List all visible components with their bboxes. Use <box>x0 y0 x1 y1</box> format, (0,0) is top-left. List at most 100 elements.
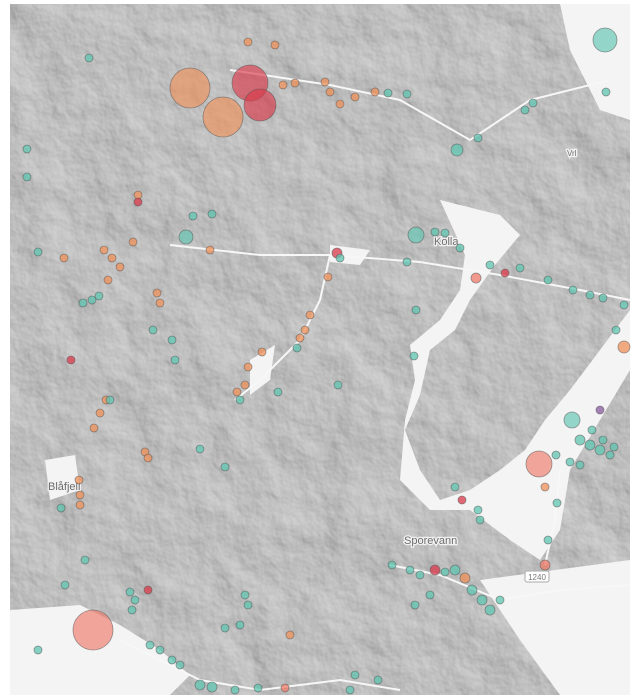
map-marker[interactable] <box>171 356 179 364</box>
map-marker[interactable] <box>203 97 243 137</box>
map-marker[interactable] <box>606 451 614 459</box>
map-marker[interactable] <box>467 585 477 595</box>
map-marker[interactable] <box>291 79 299 87</box>
map-marker[interactable] <box>207 682 217 692</box>
map-marker[interactable] <box>596 406 604 414</box>
map-marker[interactable] <box>134 198 142 206</box>
map-marker[interactable] <box>588 426 596 434</box>
map-marker[interactable] <box>106 396 114 404</box>
map-marker[interactable] <box>474 506 482 514</box>
map-marker[interactable] <box>408 227 424 243</box>
map-marker[interactable] <box>321 78 329 86</box>
map-marker[interactable] <box>179 230 193 244</box>
map-marker[interactable] <box>384 89 392 97</box>
map-marker[interactable] <box>346 686 354 694</box>
map-marker[interactable] <box>426 591 434 599</box>
map-marker[interactable] <box>196 445 204 453</box>
map-marker[interactable] <box>526 451 552 477</box>
map-marker[interactable] <box>156 646 164 654</box>
map-marker[interactable] <box>258 348 266 356</box>
map-marker[interactable] <box>403 90 411 98</box>
map-marker[interactable] <box>90 424 98 432</box>
map-marker[interactable] <box>75 476 83 484</box>
map-marker[interactable] <box>144 454 152 462</box>
map-marker[interactable] <box>144 586 152 594</box>
map-marker[interactable] <box>104 276 112 284</box>
map-marker[interactable] <box>281 684 289 692</box>
map-marker[interactable] <box>168 656 176 664</box>
map-marker[interactable] <box>79 299 87 307</box>
map-marker[interactable] <box>566 458 574 466</box>
map-marker[interactable] <box>76 501 84 509</box>
map-marker[interactable] <box>431 228 439 236</box>
map-marker[interactable] <box>60 254 68 262</box>
map-marker[interactable] <box>460 573 470 583</box>
map-marker[interactable] <box>208 210 216 218</box>
map-marker[interactable] <box>73 610 113 650</box>
map-marker[interactable] <box>128 606 136 614</box>
map-marker[interactable] <box>585 440 595 450</box>
map-marker[interactable] <box>221 463 229 471</box>
map-marker[interactable] <box>293 344 301 352</box>
map-marker[interactable] <box>146 641 154 649</box>
map-marker[interactable] <box>274 388 282 396</box>
map-marker[interactable] <box>374 676 382 684</box>
map-marker[interactable] <box>67 356 75 364</box>
map-marker[interactable] <box>189 212 197 220</box>
map-marker[interactable] <box>595 445 605 455</box>
map-marker[interactable] <box>456 244 464 252</box>
map-marker[interactable] <box>544 276 552 284</box>
map-marker[interactable] <box>170 68 210 108</box>
map-marker[interactable] <box>411 601 419 609</box>
map-marker[interactable] <box>496 596 504 604</box>
map-marker[interactable] <box>593 28 617 52</box>
map-marker[interactable] <box>244 89 276 121</box>
map-marker[interactable] <box>450 565 460 575</box>
map-marker[interactable] <box>451 144 463 156</box>
map-marker[interactable] <box>569 286 577 294</box>
map-marker[interactable] <box>620 301 628 309</box>
map-marker[interactable] <box>599 436 607 444</box>
map-marker[interactable] <box>85 54 93 62</box>
map-marker[interactable] <box>244 601 252 609</box>
map-marker[interactable] <box>95 292 103 300</box>
map-marker[interactable] <box>618 341 630 353</box>
map-marker[interactable] <box>529 99 537 107</box>
map-marker[interactable] <box>612 326 620 334</box>
map-marker[interactable] <box>412 306 420 314</box>
map-marker[interactable] <box>96 409 104 417</box>
map-marker[interactable] <box>336 254 344 262</box>
map-marker[interactable] <box>521 106 529 114</box>
map-marker[interactable] <box>602 88 610 96</box>
map-marker[interactable] <box>156 299 164 307</box>
map-marker[interactable] <box>474 134 482 142</box>
map-marker[interactable] <box>351 671 359 679</box>
map-marker[interactable] <box>168 336 176 344</box>
map-marker[interactable] <box>241 381 249 389</box>
map-marker[interactable] <box>306 311 314 319</box>
map-marker[interactable] <box>406 566 414 574</box>
map-marker[interactable] <box>195 680 205 690</box>
map-marker[interactable] <box>403 258 411 266</box>
map-marker[interactable] <box>236 396 244 404</box>
map-marker[interactable] <box>324 273 332 281</box>
map-marker[interactable] <box>34 646 42 654</box>
map-marker[interactable] <box>57 504 65 512</box>
map-marker[interactable] <box>476 516 484 524</box>
map-marker[interactable] <box>388 561 396 569</box>
map-marker[interactable] <box>485 605 495 615</box>
map-marker[interactable] <box>458 496 466 504</box>
map-marker[interactable] <box>416 571 424 579</box>
map-marker[interactable] <box>301 326 309 334</box>
map-marker[interactable] <box>129 238 137 246</box>
map-marker[interactable] <box>576 461 584 469</box>
map-marker[interactable] <box>76 491 84 499</box>
map-marker[interactable] <box>241 591 249 599</box>
map-marker[interactable] <box>254 684 262 692</box>
map-marker[interactable] <box>61 581 69 589</box>
map-marker[interactable] <box>430 565 440 575</box>
map-marker[interactable] <box>116 263 124 271</box>
map-marker[interactable] <box>471 273 481 283</box>
map-marker[interactable] <box>233 388 241 396</box>
map-marker[interactable] <box>286 631 294 639</box>
